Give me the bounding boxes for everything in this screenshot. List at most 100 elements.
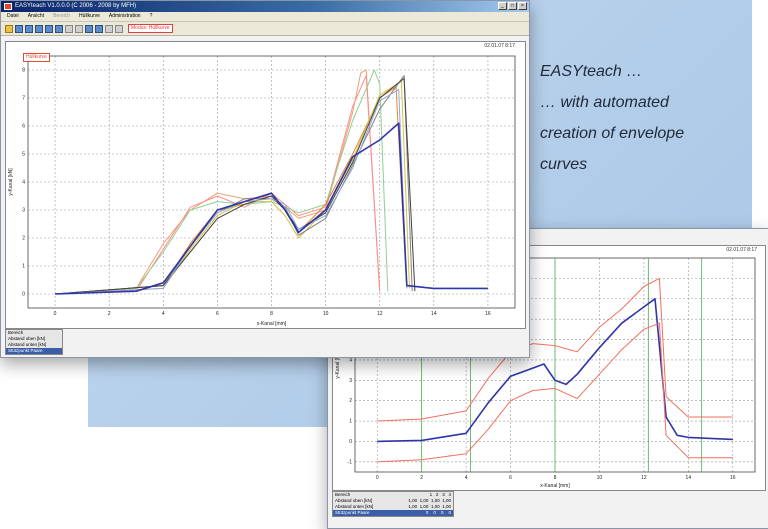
line-tool-icon[interactable]	[65, 24, 73, 33]
info-row-values[interactable]: 1,00 1,00 1,00 1,00	[408, 498, 451, 504]
curves-plot-area: 0 2 4 6 8 10 12 14 16 0 1 2 3 4 5 6 7 8 x-Kanal [mm] y-Kana…	[5, 41, 526, 329]
maximize-icon[interactable]: □	[508, 2, 517, 10]
minimize-icon[interactable]: _	[498, 2, 507, 10]
series-line-3	[377, 322, 733, 463]
x-tick-label: 4	[465, 475, 468, 481]
info-value[interactable]: 0	[440, 510, 444, 515]
info-value[interactable]: 1,00	[430, 498, 440, 503]
info-value[interactable]: 1,00	[442, 498, 451, 503]
caption-line: creation of envelope	[540, 125, 685, 142]
series-line-2	[377, 297, 733, 443]
plot-frame	[27, 55, 516, 309]
info-value[interactable]: 1,00	[442, 504, 451, 509]
info-row-label: Abstand unten [kN]	[8, 342, 47, 347]
timestamp: 02.01.07 8:17	[484, 43, 515, 49]
window-title: EASYteach V1.0.0.0 (C 2006 - 2008 by MFH…	[15, 3, 137, 9]
series-line-5	[55, 80, 410, 295]
menu-ansicht[interactable]: Ansicht	[27, 13, 45, 19]
legend-tag: Hüllkurve	[23, 53, 50, 62]
series-line-1	[377, 277, 733, 422]
y-tick-label: 3	[349, 378, 352, 384]
x-tick-label: 12	[377, 311, 383, 317]
x-tick-label: 8	[270, 311, 273, 317]
info-value[interactable]: 1,00	[419, 498, 429, 503]
info-row: Abstand oben [kN] 1,00 1,00 1,00 1,00	[333, 498, 453, 504]
info-value[interactable]: 0	[448, 510, 451, 515]
info-row-values[interactable]: 1,00 1,00 1,00 1,00	[408, 504, 451, 510]
zoom-icon[interactable]	[85, 24, 93, 33]
menu-bereich[interactable]: Bereich	[53, 13, 71, 19]
y-tick-label: 1	[22, 264, 25, 270]
x-tick-label: 6	[216, 311, 219, 317]
info-row: Stützpunkt Paare	[6, 348, 62, 354]
copy-icon[interactable]	[35, 24, 43, 33]
y-tick-label: 0	[349, 439, 352, 445]
info-header-row: Bereich	[6, 330, 62, 336]
info-header-row: Bereich 1 2 3 4	[333, 492, 453, 498]
info-value[interactable]: 0	[433, 510, 436, 515]
info-value[interactable]: 1,00	[408, 498, 418, 503]
info-header: Bereich	[8, 330, 24, 335]
info-value[interactable]: 1,00	[408, 504, 418, 509]
info-row-label: Abstand oben [kN]	[335, 498, 373, 503]
toolbar: Modus: Hüllkurve	[1, 22, 529, 36]
x-tick-label: 2	[420, 475, 423, 481]
info-value[interactable]: 0	[425, 510, 429, 515]
info-value[interactable]: 1,00	[430, 504, 440, 509]
y-axis-label: y-Kanal [kN]	[335, 351, 341, 379]
menu-huellkurve[interactable]: Hüllkurve	[79, 13, 100, 19]
series-line-9	[55, 122, 488, 295]
print-icon[interactable]	[25, 24, 33, 33]
settings-icon[interactable]	[105, 24, 113, 33]
info-row-values[interactable]: 0 0 0 0	[426, 510, 451, 516]
export-icon[interactable]	[115, 24, 123, 33]
range-info-box: Bereich Abstand oben [kN] Abstand unten …	[5, 329, 63, 355]
x-tick-label: 16	[485, 311, 491, 317]
info-columns: 1 2 3 4	[430, 492, 451, 498]
y-tick-label: 6	[22, 124, 25, 130]
info-row: Abstand oben [kN]	[6, 336, 62, 342]
x-tick-label: 6	[509, 475, 512, 481]
y-tick-label: -1	[348, 459, 353, 465]
col-3: 3	[442, 492, 445, 497]
info-row-label: Stützpunkt Paare	[335, 510, 370, 515]
x-tick-label: 10	[597, 475, 603, 481]
x-tick-label: 12	[641, 475, 647, 481]
y-axis-label: y-Kanal [kN]	[8, 168, 14, 196]
y-tick-label: 4	[22, 180, 25, 186]
timestamp: 02.01.07 8:17	[726, 247, 757, 253]
menu-datei[interactable]: Datei	[7, 13, 19, 19]
chart-icon[interactable]	[45, 24, 53, 33]
table-icon[interactable]	[55, 24, 63, 33]
caption-line: EASYteach …	[540, 63, 643, 80]
y-tick-label: 7	[22, 96, 25, 102]
window-controls: _ □ ×	[498, 2, 527, 10]
x-axis-label: x-Kanal [mm]	[257, 321, 287, 327]
x-tick-label: 16	[730, 475, 736, 481]
app-icon	[4, 3, 12, 10]
save-icon[interactable]	[15, 24, 23, 33]
caption: EASYteach … … with automated creation of…	[540, 56, 750, 180]
easyteach-main-window: EASYteach V1.0.0.0 (C 2006 - 2008 by MFH…	[0, 0, 530, 358]
info-value[interactable]: 1,00	[419, 504, 429, 509]
x-tick-label: 10	[323, 311, 329, 317]
x-tick-label: 4	[162, 311, 165, 317]
envelope-icon[interactable]	[95, 24, 103, 33]
y-tick-label: 2	[349, 398, 352, 404]
close-icon[interactable]: ×	[518, 2, 527, 10]
y-tick-label: 3	[22, 208, 25, 214]
title-bar[interactable]: EASYteach V1.0.0.0 (C 2006 - 2008 by MFH…	[1, 1, 529, 12]
y-tick-label: 8	[22, 68, 25, 74]
menu-administration[interactable]: Administration	[108, 13, 141, 19]
info-row: Stützpunkt Paare 0 0 0 0	[333, 510, 453, 516]
pointer-icon[interactable]	[75, 24, 83, 33]
open-icon[interactable]	[5, 24, 13, 33]
y-tick-label: 2	[22, 236, 25, 242]
y-tick-label: 0	[22, 292, 25, 298]
x-tick-label: 0	[54, 311, 57, 317]
series-line-6	[55, 75, 413, 295]
menu-help[interactable]: ?	[149, 13, 153, 19]
